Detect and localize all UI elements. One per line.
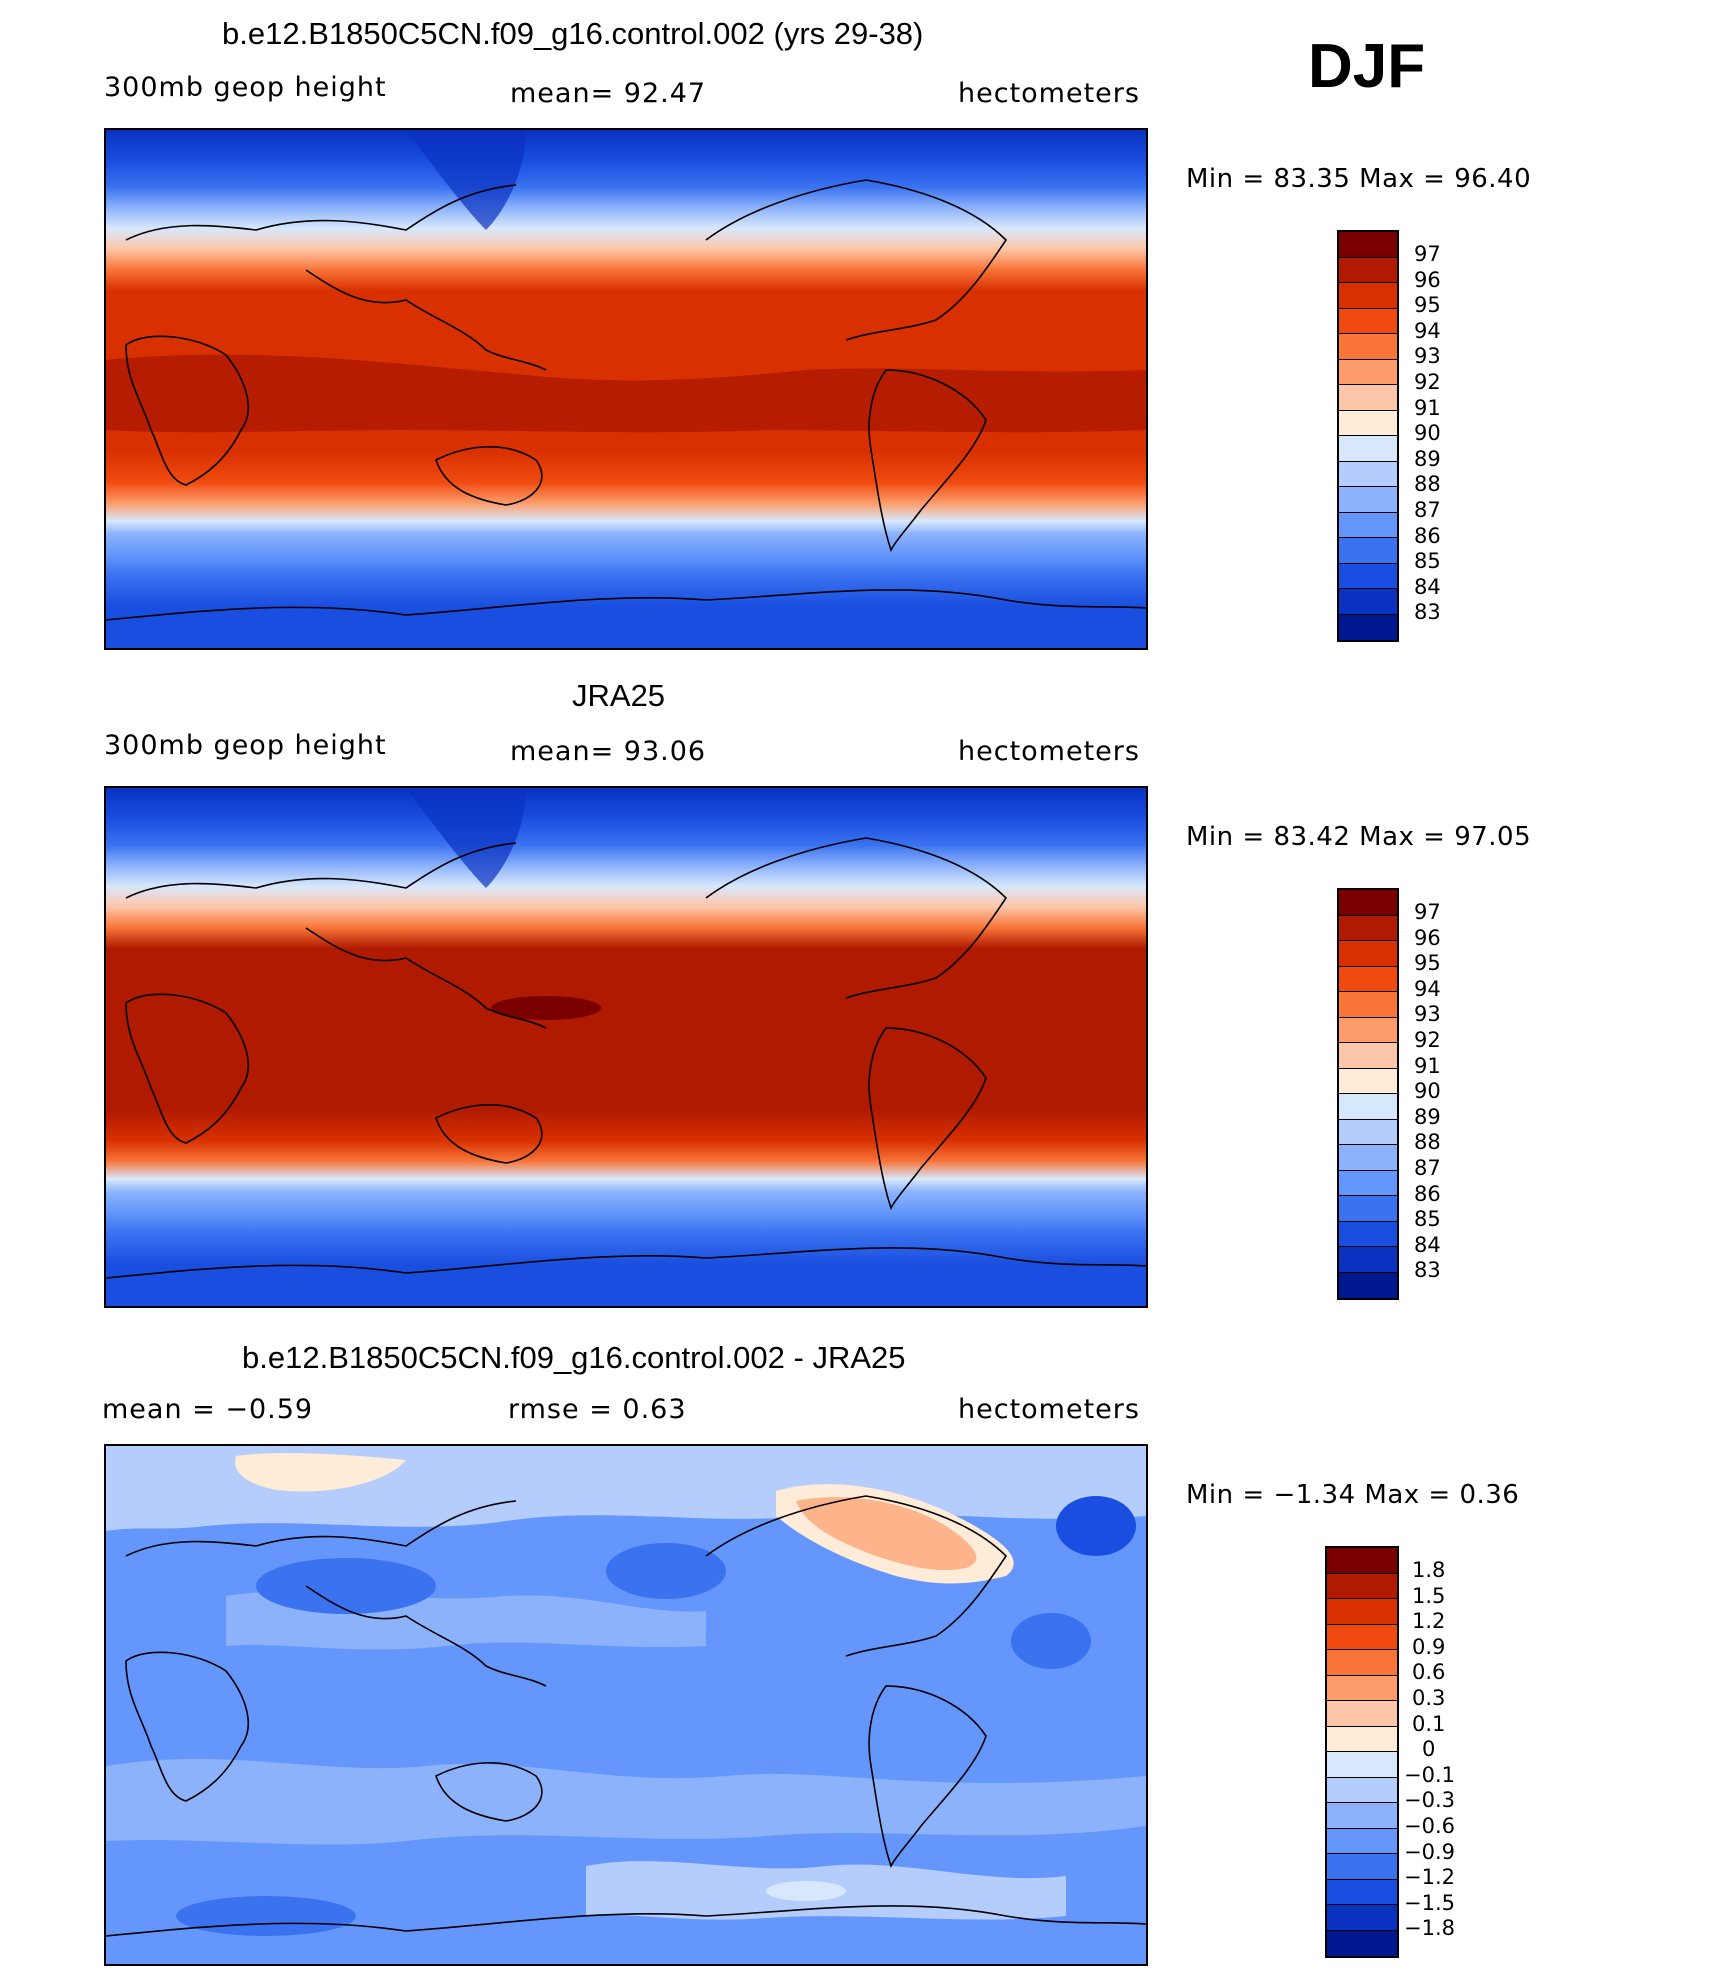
colorbar-label: 93 — [1414, 344, 1441, 369]
south-america-coast — [868, 1027, 987, 1211]
colorbar-label: 88 — [1414, 472, 1441, 497]
colorbar-label: −0.6 — [1404, 1814, 1455, 1838]
south-america-coast — [868, 369, 987, 553]
colorbar-label: 83 — [1414, 1258, 1441, 1283]
colorbar-label: 91 — [1414, 395, 1441, 420]
australia-coast — [435, 1104, 543, 1164]
colorbar-label: 94 — [1414, 318, 1441, 343]
africa-coast — [125, 335, 249, 486]
colorbar-label: 87 — [1414, 1156, 1441, 1180]
colorbar-label: 0.9 — [1412, 1634, 1446, 1659]
colorbar-label: 97 — [1414, 242, 1441, 266]
antarctica-coast — [106, 589, 1146, 621]
colorbar-label: 93 — [1414, 1002, 1441, 1027]
panel-1-title: b.e12.B1850C5CN.f09_g16.control.002 (yrs… — [222, 16, 924, 51]
north-america-coast — [705, 837, 1008, 999]
colorbar-label: −0.1 — [1404, 1762, 1455, 1787]
colorbar-label: 94 — [1414, 976, 1441, 1001]
colorbar-label: 87 — [1414, 498, 1441, 522]
asia-coast — [305, 1585, 547, 1687]
panel-1-map — [104, 128, 1148, 650]
panel-3-minmax: Min = −1.34 Max = 0.36 — [1186, 1480, 1520, 1510]
panel-2-colorbar — [1337, 888, 1399, 1300]
antarctica-coast — [106, 1247, 1146, 1279]
colorbar-label: 96 — [1414, 267, 1441, 292]
europe-coast — [125, 184, 517, 241]
season-label: DJF — [1308, 32, 1426, 101]
colorbar-label: 85 — [1414, 549, 1441, 574]
australia-coast — [435, 446, 543, 506]
colorbar-label: 85 — [1414, 1207, 1441, 1232]
south-america-coast — [868, 1685, 987, 1869]
panel-3-colorbar — [1325, 1546, 1399, 1958]
asia-coast — [305, 927, 547, 1029]
colorbar-label: −0.3 — [1404, 1788, 1455, 1813]
colorbar-label: 97 — [1414, 900, 1441, 924]
colorbar-label: 1.2 — [1412, 1609, 1446, 1634]
europe-coast — [125, 1500, 517, 1557]
panel-3-center-label: rmse = 0.63 — [508, 1394, 687, 1425]
colorbar-label: 84 — [1414, 574, 1441, 599]
panel-1-colorbar — [1337, 230, 1399, 642]
north-america-coast — [705, 1495, 1008, 1657]
panel-1-minmax: Min = 83.35 Max = 96.40 — [1186, 164, 1532, 194]
colorbar-label: 95 — [1414, 293, 1441, 318]
panel-2-title: JRA25 — [572, 678, 666, 713]
colorbar-label: −1.8 — [1404, 1916, 1455, 1941]
colorbar-label: 83 — [1414, 600, 1441, 625]
colorbar-label: 84 — [1414, 1232, 1441, 1257]
colorbar-label: 95 — [1414, 951, 1441, 976]
europe-coast — [125, 842, 517, 899]
africa-coast — [125, 1651, 249, 1802]
panel-1-center-label: mean= 92.47 — [510, 78, 707, 109]
panel-2-right-label: hectometers — [958, 736, 1140, 767]
panel-3-right-label: hectometers — [958, 1394, 1140, 1425]
colorbar-label: −1.5 — [1404, 1890, 1455, 1915]
colorbar-label: 0.6 — [1412, 1660, 1446, 1685]
colorbar-label: 89 — [1414, 1104, 1441, 1129]
colorbar-label: 0 — [1422, 1737, 1436, 1762]
colorbar-label: 0.3 — [1412, 1686, 1446, 1710]
panel-3-title: b.e12.B1850C5CN.f09_g16.control.002 - JR… — [242, 1340, 906, 1375]
panel-3-map — [104, 1444, 1148, 1966]
asia-coast — [305, 269, 547, 371]
colorbar-label: 86 — [1414, 1181, 1441, 1206]
australia-coast — [435, 1762, 543, 1822]
panel-2-left-label: 300mb geop height — [104, 730, 387, 761]
panel-2-minmax: Min = 83.42 Max = 97.05 — [1186, 822, 1532, 852]
panel-2-map — [104, 786, 1148, 1308]
colorbar-label: 90 — [1414, 1079, 1441, 1104]
africa-coast — [125, 993, 249, 1144]
colorbar-label: 96 — [1414, 925, 1441, 950]
colorbar-label: 1.5 — [1412, 1583, 1446, 1608]
colorbar-label: 89 — [1414, 446, 1441, 471]
colorbar-label: 86 — [1414, 523, 1441, 548]
colorbar-label: 0.1 — [1412, 1711, 1446, 1736]
colorbar-label: 88 — [1414, 1130, 1441, 1155]
panel-1-left-label: 300mb geop height — [104, 72, 387, 103]
colorbar-label: −1.2 — [1404, 1865, 1455, 1890]
panel-3-left-label: mean = −0.59 — [102, 1394, 314, 1425]
panel-1-right-label: hectometers — [958, 78, 1140, 109]
antarctica-coast — [106, 1905, 1146, 1937]
colorbar-label: 92 — [1414, 370, 1441, 394]
panel-2-center-label: mean= 93.06 — [510, 736, 707, 767]
colorbar-label: 92 — [1414, 1028, 1441, 1052]
colorbar-label: 1.8 — [1412, 1558, 1446, 1582]
colorbar-label: 91 — [1414, 1053, 1441, 1078]
colorbar-label: −0.9 — [1404, 1839, 1455, 1864]
colorbar-label: 90 — [1414, 421, 1441, 446]
north-america-coast — [705, 179, 1008, 341]
